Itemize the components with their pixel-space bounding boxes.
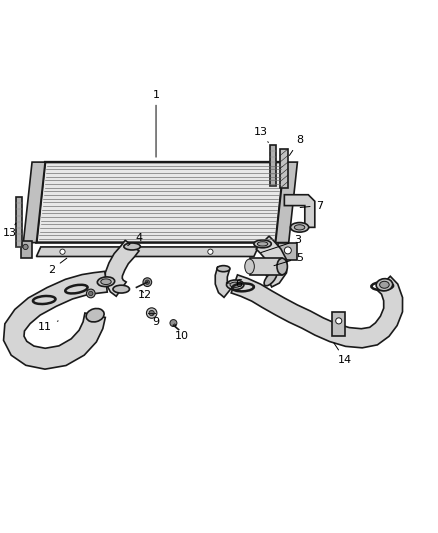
Polygon shape [284,195,315,228]
Bar [270,144,276,186]
Ellipse shape [245,259,254,274]
Text: 13: 13 [254,127,268,142]
Circle shape [336,318,342,324]
Polygon shape [276,162,297,243]
Circle shape [88,292,93,296]
Ellipse shape [254,240,271,248]
Circle shape [208,249,213,254]
Text: 2: 2 [48,258,67,274]
Bar [280,149,288,188]
Text: 13: 13 [4,223,17,238]
Ellipse shape [380,281,389,288]
Ellipse shape [294,225,305,230]
Text: 1: 1 [152,90,159,157]
Circle shape [146,308,157,318]
Polygon shape [4,271,107,369]
Text: 4: 4 [128,233,142,246]
Text: 12: 12 [138,290,152,300]
Bar [21,241,32,258]
Text: 6: 6 [226,279,242,289]
Ellipse shape [217,265,230,272]
Ellipse shape [290,223,309,232]
Bar [16,197,22,247]
Circle shape [145,280,149,284]
Text: 8: 8 [290,135,303,156]
Polygon shape [215,267,232,297]
Polygon shape [231,275,403,348]
Ellipse shape [258,241,268,246]
Circle shape [143,278,152,287]
Polygon shape [36,162,284,243]
Text: 5: 5 [274,253,303,265]
Polygon shape [256,236,287,287]
Text: 14: 14 [334,343,352,365]
Text: 3: 3 [261,236,301,253]
Polygon shape [23,162,45,243]
Text: 7: 7 [300,200,323,211]
Ellipse shape [97,277,115,287]
Bar [250,258,282,275]
Circle shape [284,247,291,254]
Ellipse shape [101,279,111,285]
Ellipse shape [124,243,140,250]
Ellipse shape [264,271,277,286]
Ellipse shape [230,282,240,287]
Circle shape [23,244,28,249]
Circle shape [86,289,95,298]
Ellipse shape [277,258,287,275]
Circle shape [170,320,177,327]
Polygon shape [278,243,297,260]
Ellipse shape [86,309,104,322]
Polygon shape [36,247,258,256]
Circle shape [149,310,154,316]
Bar [332,312,345,336]
Ellipse shape [226,280,244,289]
Text: 10: 10 [175,324,189,341]
Circle shape [130,249,135,254]
Ellipse shape [113,285,130,293]
Text: 9: 9 [152,314,159,327]
Ellipse shape [376,279,392,291]
Circle shape [60,249,65,254]
Text: 11: 11 [38,321,58,333]
Polygon shape [105,240,139,296]
